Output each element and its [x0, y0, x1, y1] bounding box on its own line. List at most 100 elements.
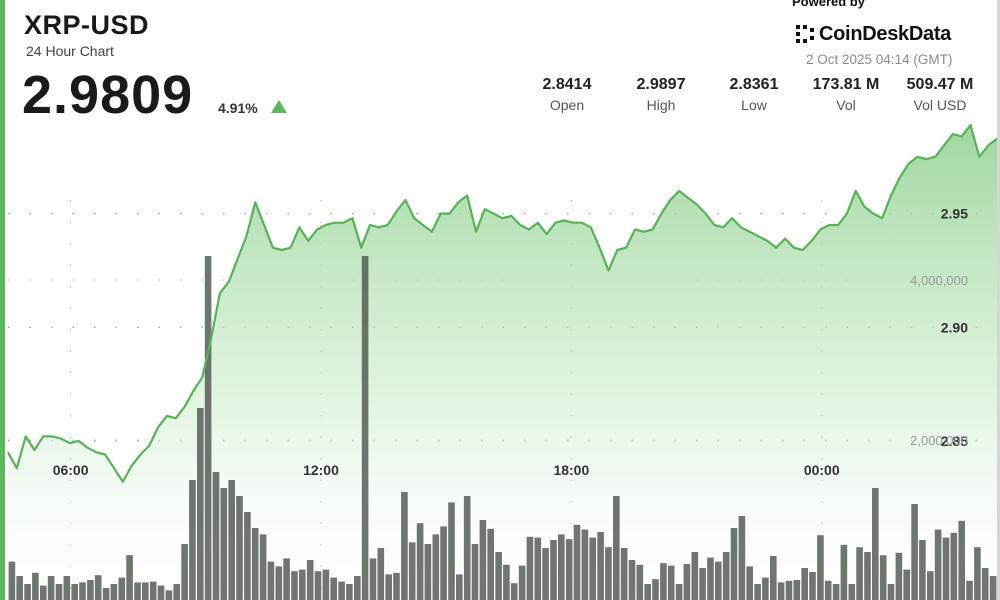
volume-bar — [401, 492, 408, 600]
volume-bar — [432, 534, 440, 600]
volume-bar — [87, 580, 94, 600]
stat-volume: 173.81 M Vol — [796, 76, 896, 113]
stat-high-label: High — [646, 97, 676, 113]
volume-bar — [793, 580, 801, 600]
volume-bar — [354, 576, 361, 600]
volume-bar — [974, 547, 981, 600]
volume-bar — [126, 555, 133, 600]
volume-bar — [934, 529, 942, 600]
volume-bar — [40, 585, 47, 600]
volume-bar — [236, 496, 243, 600]
volume-bar — [754, 584, 761, 600]
stat-volume-usd-value: 509.47 M — [906, 76, 974, 93]
volume-bar — [47, 576, 55, 600]
volume-bar — [94, 575, 102, 600]
volume-bar — [565, 539, 573, 600]
volume-bar — [887, 584, 895, 600]
volume-bar — [244, 512, 251, 600]
price-tick-label: 2.95 — [941, 206, 968, 222]
volume-bar — [479, 520, 487, 600]
volume-bar — [817, 535, 824, 600]
asset-symbol: XRP-USD — [24, 10, 150, 40]
volume-bar — [644, 584, 651, 600]
volume-bar — [722, 552, 730, 600]
time-tick-label: 18:00 — [553, 462, 589, 478]
volume-bar — [181, 544, 188, 600]
volume-bar — [660, 563, 667, 600]
volume-bar — [424, 544, 432, 600]
volume-bar — [589, 537, 596, 600]
volume-bar — [534, 537, 542, 600]
time-tick-label: 12:00 — [303, 462, 339, 478]
volume-bar — [785, 580, 793, 600]
volume-tick-label: 2,000,000 — [910, 433, 968, 448]
volume-bar — [981, 568, 989, 600]
price-area — [8, 125, 997, 600]
volume-bar — [440, 526, 447, 600]
chart-period-label: 24 Hour Chart — [26, 43, 114, 59]
volume-bar — [299, 569, 306, 600]
volume-bar — [691, 552, 699, 600]
volume-bar — [8, 561, 16, 600]
volume-bar — [550, 540, 557, 600]
volume-bar — [581, 529, 589, 600]
stat-low-value: 2.8361 — [729, 76, 779, 93]
volume-bar — [228, 480, 235, 600]
volume-bar — [526, 536, 534, 600]
volume-bar — [24, 584, 31, 600]
volume-bar — [989, 576, 997, 600]
volume-bar — [605, 547, 612, 600]
volume-bar — [652, 579, 659, 600]
volume-bar — [958, 520, 965, 600]
volume-bar — [942, 537, 950, 600]
volume-bar — [377, 548, 385, 600]
volume-bar — [456, 574, 463, 600]
time-tick-label: 06:00 — [53, 462, 89, 478]
stat-low: 2.8361 Low — [704, 76, 804, 113]
volume-bar — [314, 571, 322, 600]
volume-bar — [832, 584, 840, 600]
volume-bar — [518, 565, 526, 600]
volume-bar — [330, 577, 337, 600]
volume-bar — [157, 585, 165, 600]
volume-bar — [707, 557, 714, 600]
volume-bar — [919, 540, 926, 600]
volume-bar — [715, 561, 722, 600]
volume-bar — [762, 577, 769, 600]
volume-bar — [283, 558, 290, 600]
volume-bar — [770, 556, 777, 600]
coindesk-data-logo[interactable]: CoinDeskData — [795, 20, 951, 48]
volume-bar — [903, 569, 910, 600]
volume-bar — [950, 532, 958, 600]
volume-bar — [259, 534, 267, 600]
coindesk-logo-icon — [796, 25, 814, 43]
data-timestamp: 2 Oct 2025 04:14 (GMT) — [806, 52, 953, 67]
volume-bar — [879, 555, 887, 600]
volume-bar — [856, 547, 863, 600]
volume-bar — [149, 581, 157, 600]
volume-bar — [251, 528, 259, 600]
volume-bar — [346, 584, 353, 600]
volume-bar — [495, 552, 502, 600]
volume-bar — [801, 568, 808, 600]
volume-bar — [361, 256, 369, 600]
stat-volume-label: Vol — [836, 97, 856, 113]
volume-bar — [416, 523, 424, 600]
price-line — [7, 123, 998, 483]
volume-bar — [699, 568, 706, 600]
volume-bar — [911, 504, 918, 600]
volume-bar — [118, 577, 126, 600]
volume-bar — [542, 548, 549, 600]
volume-bar — [573, 524, 581, 600]
volume-bar — [275, 566, 283, 600]
time-tick-label: 00:00 — [804, 462, 840, 478]
stat-volume-usd: 509.47 M Vol USD — [890, 76, 990, 113]
stat-low-label: Low — [741, 97, 767, 113]
volume-bar — [872, 488, 879, 600]
volume-bar — [338, 581, 345, 600]
volume-bar — [385, 574, 392, 600]
volume-bar — [636, 564, 644, 600]
volume-bar — [927, 571, 934, 600]
volume-bar — [165, 590, 173, 600]
